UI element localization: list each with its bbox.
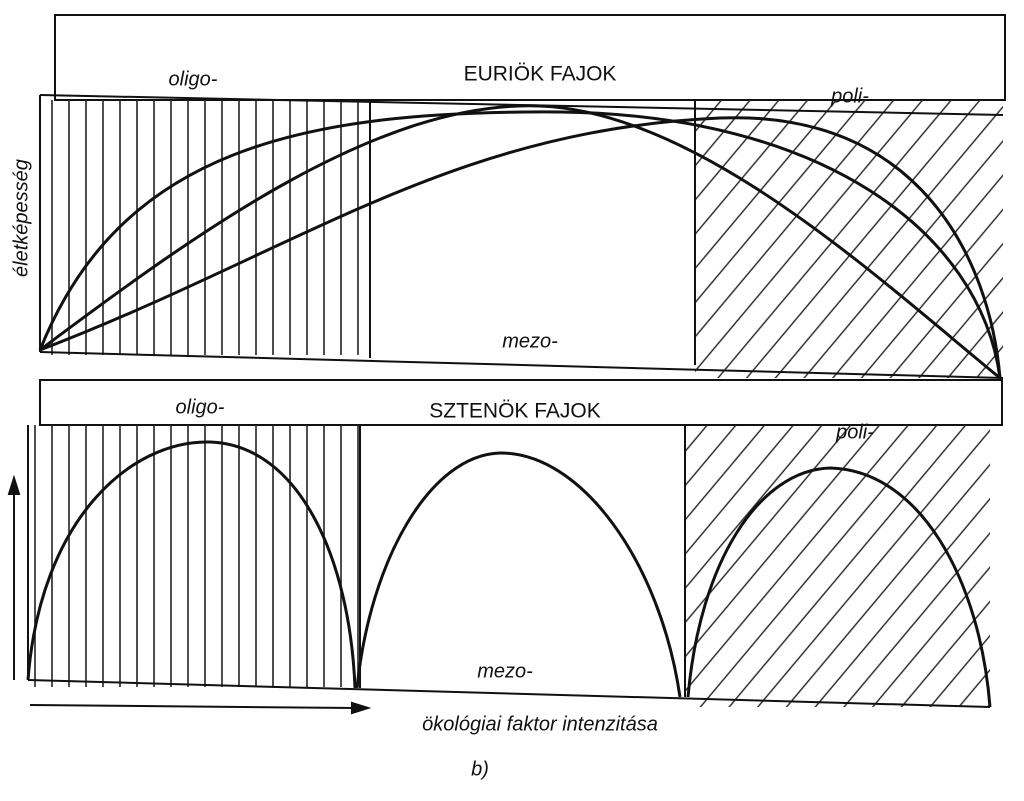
baseline	[39, 351, 1004, 379]
curve	[39, 116, 1002, 379]
poli-zone	[685, 425, 990, 707]
axes	[7, 474, 372, 715]
arrow-head	[351, 701, 372, 715]
bottom-panel	[26, 379, 1003, 708]
panel-title: EURIÖK FAJOK	[464, 63, 617, 86]
zone-label: mezo-	[477, 660, 533, 682]
header-box	[39, 379, 1003, 426]
zone-label: poli-	[835, 421, 874, 443]
zone-label: poli-	[830, 85, 869, 107]
poli-zone	[695, 100, 1003, 378]
panel-title: SZTENÖK FAJOK	[429, 400, 601, 423]
caption: b)	[471, 758, 489, 780]
x-axis-label: ökológiai faktor intenzitása	[422, 713, 658, 735]
zone-label: oligo-	[169, 68, 218, 90]
curve	[355, 451, 682, 698]
top-panel	[38, 14, 1006, 380]
oligo-zone	[40, 100, 370, 355]
oligo-zone	[28, 425, 360, 687]
zone-label: mezo-	[502, 330, 558, 352]
curve	[39, 104, 1001, 380]
curve	[26, 440, 357, 689]
header-box	[54, 14, 1006, 101]
baseline	[27, 679, 991, 708]
y-axis-label: életképesség	[10, 159, 32, 277]
x-arrow	[29, 704, 356, 709]
arrow-head	[7, 474, 21, 495]
curve	[38, 110, 1002, 379]
curve	[686, 466, 992, 708]
zone-label: oligo-	[176, 396, 225, 418]
